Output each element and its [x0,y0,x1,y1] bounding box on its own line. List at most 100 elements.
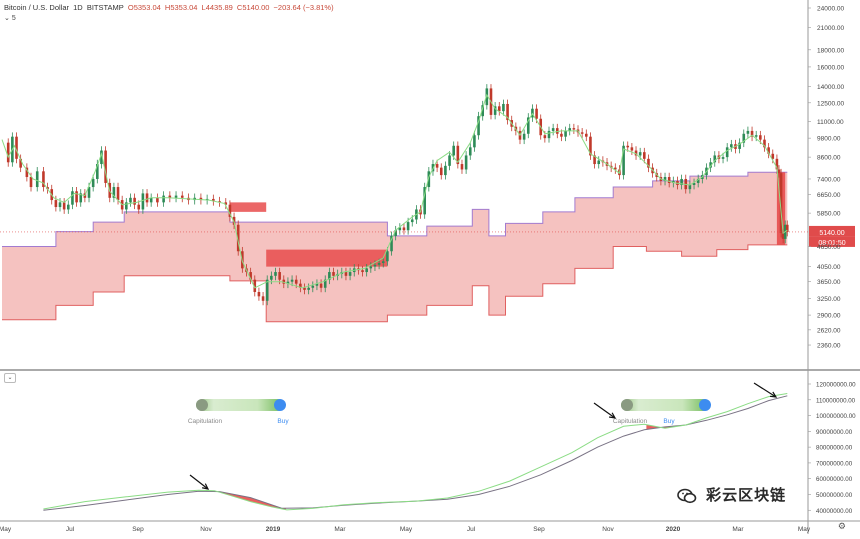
candle-body [87,187,91,198]
band-fill [2,172,788,322]
candle-body [71,191,74,205]
candle-body [771,153,775,159]
price-tick-label: 9800.00 [817,136,841,143]
capitulation-label: Capitulation [613,418,648,425]
indicators-collapse[interactable]: ⌄ 5 [4,14,16,22]
countdown-tag [809,236,855,247]
candle-body [253,279,257,292]
candle-body [547,130,551,139]
candle-body [410,219,414,223]
candle-body [174,195,178,198]
candle-body [584,133,588,137]
time-tick-label: Mar [732,526,744,533]
ohlc-close: C5140.00 [236,3,270,12]
last-price-label: 5140.00 [819,230,844,237]
gear-icon[interactable]: ⚙ [837,521,846,531]
candle-body [688,184,692,190]
chevron-down-icon: ⌄ [7,375,13,381]
indicator-tick-label: 120000000.00 [816,382,856,389]
candle-body [643,152,646,159]
price-tick-label: 11000.00 [817,119,844,126]
pane-expand-button[interactable]: ⌄ [4,373,16,383]
candle-body [593,155,596,165]
time-tick-label: Sep [533,526,545,533]
candle-body [622,145,625,176]
candle-body [543,135,547,139]
candle-body [777,169,781,174]
time-tick-label: Nov [602,526,614,533]
candle-body [759,135,762,140]
candle-body [468,147,472,156]
ohlc-open: O5353.04 [127,3,161,12]
candle-body [261,296,265,301]
countdown-label: 08:01:50 [818,240,845,247]
hash-slow-line [43,395,788,511]
candle-body [767,147,770,154]
candle-body [386,251,389,262]
price-tick-label: 2900.00 [817,313,841,320]
candle-body [506,103,509,121]
band-lower-line [2,244,788,323]
candle-body [54,200,58,208]
candle-body [344,272,348,276]
candle-body [439,167,443,176]
candle-body [750,130,754,137]
candle-body [311,285,315,288]
candle-body [303,287,306,290]
candle-body [137,204,141,210]
candle-body [481,105,484,117]
candle-body [35,171,39,188]
candle-body [435,164,439,168]
capitulation-zone [229,202,388,267]
candle-body [423,187,426,215]
candle-body [696,178,700,183]
price-tick-label: 2620.00 [817,327,841,334]
candle-body [270,275,273,280]
candle-body [551,128,555,131]
indicator-tick-label: 60000000.00 [816,476,853,483]
candle-body [464,155,468,170]
ohlc-change: −203.64 (−3.81%) [273,3,334,12]
candle-body [100,150,103,165]
candle-body [199,197,203,201]
candle-body [456,145,460,165]
indicator-tick-label: 110000000.00 [816,397,856,404]
candle-body [286,281,290,284]
symbol-name[interactable]: Bitcoin / U.S. Dollar [4,3,70,12]
candle-body [369,266,373,269]
candle-body [781,233,785,239]
candle-body [348,272,352,276]
arrow-annotation-1-head [202,483,210,490]
price-tick-label: 2360.00 [817,343,841,350]
candle-body [647,158,650,168]
candle-body [680,178,683,185]
candle-body [497,106,501,112]
candle-body [104,150,107,183]
candle-body [79,193,83,203]
capitulation-dot [196,399,208,411]
hash-fast-line [43,393,788,511]
candle-body [125,202,128,210]
arrow-annotation-2-head [608,412,617,419]
candle-body [29,177,33,188]
candle-body [709,162,712,168]
candle-body [294,279,298,284]
candle-body [663,177,667,181]
symbol-header[interactable]: Bitcoin / U.S. Dollar 1D BITSTAMP O5353.… [4,3,336,12]
candle-body [763,139,766,148]
candle-body [15,136,18,159]
candle-body [361,270,364,273]
candle-body [485,88,489,106]
ohlc-low: L4435.89 [201,3,233,12]
candle-body [228,204,232,217]
symbol-interval[interactable]: 1D [73,3,83,12]
candle-body [560,133,563,137]
candle-body [282,279,286,284]
time-tick-label: Jul [467,526,476,533]
candle-body [332,272,335,276]
price-tick-label: 5850.00 [817,211,841,218]
price-tick-label: 16000.00 [817,64,844,71]
candle-body [323,279,327,288]
candle-body [394,230,397,236]
